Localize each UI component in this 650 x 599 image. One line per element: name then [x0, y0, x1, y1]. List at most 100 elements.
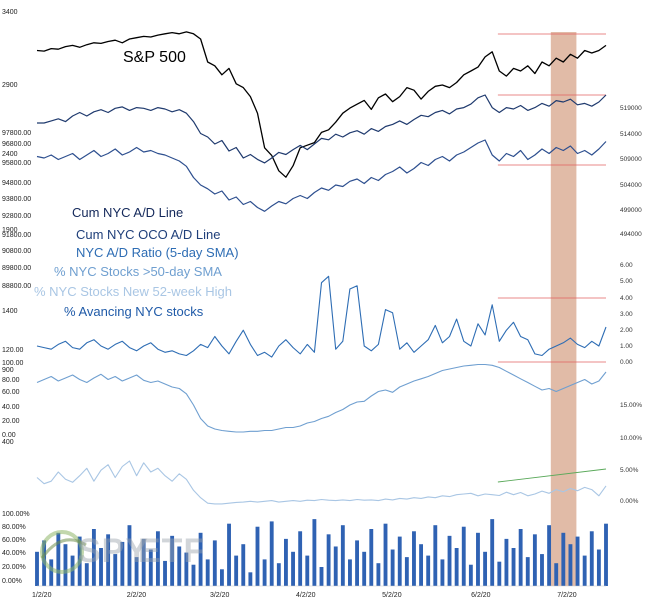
x-axis: 1/2/20 2/2/20 3/2/20 4/2/20 5/2/20 6/2/20 7/2/… [32, 585, 606, 599]
left-tick-label: 100.00% [2, 511, 30, 518]
advancing-bar [148, 549, 153, 586]
right-tick-label: 3.00 [620, 311, 633, 318]
legend-entry: Cum NYC OCO A/D Line [76, 227, 221, 242]
advancing-bar [141, 538, 146, 586]
advancing-bar [554, 563, 559, 586]
right-tick-label: 0.00% [620, 498, 639, 505]
legend-entry: NYC A/D Ratio (5-day SMA) [76, 245, 239, 260]
logo-globe-icon [40, 530, 84, 574]
advancing-bar [461, 526, 466, 586]
x-tick-label: 7/2/20 [557, 592, 577, 599]
advancing-bar [582, 555, 587, 586]
right-tick-label: 509000 [620, 156, 642, 163]
advancing-bar [532, 534, 537, 586]
advancing-bar [376, 563, 381, 586]
advancing-bar [227, 523, 231, 586]
advancing-bar [390, 549, 395, 586]
left-tick-label: 120.00 [2, 347, 24, 354]
left-tick-label: 60.00 [2, 389, 20, 396]
advancing-bar [319, 567, 324, 586]
advancing-bar [305, 555, 310, 586]
advancing-bar [234, 555, 239, 586]
left-tick-label: 40.00 [2, 404, 20, 411]
series-line-cum_oco [36, 139, 607, 212]
right-tick-label: 519000 [620, 105, 642, 112]
advancing-bar [561, 532, 566, 586]
chart-title: S&P 500 [123, 49, 186, 66]
series-group [36, 31, 607, 505]
advancing-bar [269, 521, 274, 586]
advancing-bar [276, 563, 281, 586]
advancing-bar [155, 531, 160, 586]
left-tick-label: 100.00 [2, 360, 24, 367]
advancing-bar [397, 536, 402, 586]
advancing-bar [198, 532, 203, 586]
left-tick-label: 1900 [2, 227, 18, 234]
legend: Cum NYC A/D Line Cum NYC OCO A/D Line NYC … [34, 205, 239, 319]
advancing-bar [604, 523, 608, 586]
x-tick-label: 5/2/20 [382, 592, 402, 599]
advancing-bar [355, 540, 359, 586]
advancing-bar [476, 532, 480, 586]
left-tick-label: 95800.00 [2, 160, 31, 167]
right-tick-label: 5.00 [620, 278, 633, 285]
right-tick-label: 514000 [620, 131, 642, 138]
advancing-bar [312, 519, 317, 586]
advancing-bar [191, 564, 196, 586]
advancing-bar [404, 557, 409, 586]
advancing-bar [540, 554, 544, 586]
advancing-bar [241, 544, 246, 586]
highlight-band [550, 32, 577, 586]
legend-entry: % NYC Stocks New 52-week High [34, 284, 232, 299]
advancing-bar [419, 544, 424, 586]
left-tick-label: 60.00% [2, 537, 26, 544]
x-tick-label: 3/2/20 [210, 592, 230, 599]
right-tick-label: 494000 [620, 231, 642, 238]
left-tick-label: 88800.00 [2, 283, 31, 290]
advancing-bar [348, 559, 352, 586]
advancing-bar [511, 548, 516, 586]
left-tick-label: 96800.00 [2, 141, 31, 148]
series-line-pct_50dma [36, 363, 607, 433]
left-tick-label: 80.00 [2, 377, 20, 384]
series-line-cum_ad [37, 94, 607, 164]
advancing-bar [447, 535, 452, 586]
right-tick-label: 1.00 [620, 343, 633, 350]
x-tick-label: 2/2/20 [127, 592, 147, 599]
left-tick-label: 2400 [2, 151, 18, 158]
advancing-bar [333, 546, 338, 586]
advancing-bar [518, 529, 523, 586]
advancing-bar [490, 519, 495, 586]
advancing-bar [412, 531, 416, 586]
advancing-bar [284, 538, 288, 586]
advancing-bar [91, 529, 96, 586]
advancing-bar [291, 551, 295, 586]
left-tick-label: 92800.00 [2, 213, 31, 220]
left-tick-label: 0.00% [2, 578, 22, 585]
advancing-bar [219, 569, 224, 586]
right-tick-label: 499000 [620, 207, 642, 214]
right-axis: 519000 514000 509000 504000 499000 494000 6.00… [620, 105, 642, 505]
left-tick-label: 20.00 [2, 418, 20, 425]
advancing-bar [383, 523, 388, 586]
left-tick-label: 97800.00 [2, 130, 31, 137]
advancing-bar [205, 559, 210, 586]
advancing-bar [212, 540, 217, 586]
left-tick-label: 93800.00 [2, 196, 31, 203]
logo-watermark: SPY ETF [40, 530, 204, 574]
advancing-bar [35, 551, 39, 586]
left-tick-label: 2900 [2, 82, 18, 89]
left-tick-label: 3400 [2, 9, 18, 16]
right-tick-label: 15.00% [620, 402, 642, 409]
right-tick-label: 4.00 [620, 295, 633, 302]
legend-entry: % NYC Stocks >50-day SMA [54, 264, 222, 279]
logo-swoosh-icon [40, 538, 87, 559]
advancing-bar [134, 557, 139, 586]
left-tick-label: 40.00% [2, 550, 26, 557]
right-tick-label: 6.00 [620, 262, 633, 269]
advancing-bar [99, 548, 103, 586]
advancing-bar [568, 544, 573, 586]
advancing-bar [262, 559, 267, 586]
left-tick-label: 94800.00 [2, 180, 31, 187]
x-tick-label: 1/2/20 [32, 592, 52, 599]
